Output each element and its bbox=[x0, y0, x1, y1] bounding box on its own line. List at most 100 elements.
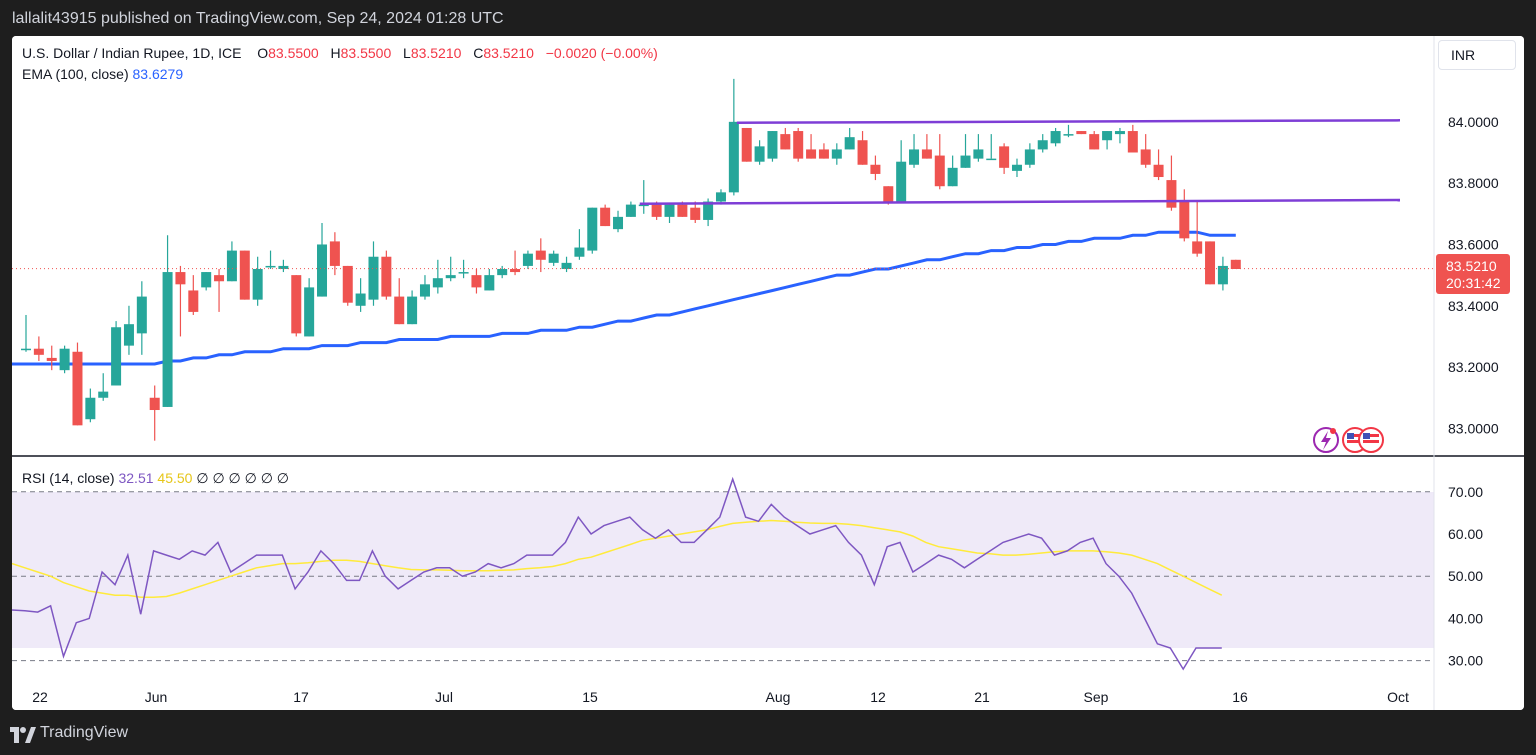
candle-body bbox=[497, 268, 508, 276]
candle-body bbox=[754, 146, 765, 162]
candle-body bbox=[947, 167, 958, 187]
candle-body bbox=[1114, 131, 1125, 135]
candle-body bbox=[896, 161, 907, 202]
ema-legend[interactable]: EMA (100, close) 83.6279 bbox=[22, 66, 183, 82]
candle-body bbox=[715, 192, 726, 202]
candle-body bbox=[600, 207, 611, 227]
candle-body bbox=[613, 216, 624, 230]
candle bbox=[1050, 127, 1061, 147]
candle bbox=[638, 180, 649, 214]
last-price-badge bbox=[1436, 254, 1510, 294]
candle bbox=[21, 314, 31, 352]
time-axis-tick: Jul bbox=[435, 689, 453, 705]
candle-body bbox=[188, 290, 199, 312]
candle-body bbox=[664, 204, 675, 217]
open-label: O bbox=[257, 45, 269, 61]
candle-body bbox=[690, 207, 701, 220]
ema-label[interactable]: EMA (100, close) bbox=[22, 66, 129, 82]
candle-body bbox=[1127, 131, 1138, 153]
candle bbox=[394, 278, 405, 325]
candle-body bbox=[1205, 241, 1216, 285]
last-price-label: 83.5210 20:31:42 bbox=[1436, 254, 1510, 294]
candle bbox=[1205, 241, 1216, 285]
candle-body bbox=[1153, 164, 1164, 178]
rsi-label[interactable]: RSI (14, close) bbox=[22, 470, 115, 486]
candle bbox=[664, 204, 675, 224]
symbol-legend[interactable]: U.S. Dollar / Indian Rupee, 1D, ICE O83.… bbox=[22, 45, 658, 61]
candle bbox=[1153, 149, 1164, 181]
candle-body bbox=[471, 275, 482, 288]
candle bbox=[59, 345, 70, 374]
candle-body bbox=[175, 272, 186, 285]
candle bbox=[201, 272, 212, 291]
candle-body bbox=[767, 131, 778, 159]
candle-body bbox=[1192, 241, 1203, 254]
time-axis-tick: Sep bbox=[1084, 689, 1109, 705]
candle-body bbox=[46, 357, 57, 361]
candle bbox=[214, 268, 225, 312]
candle-body bbox=[252, 268, 263, 300]
channel-lower-line[interactable] bbox=[639, 198, 1401, 205]
rsi-axis-tick: 40.00 bbox=[1448, 610, 1483, 626]
candle-body bbox=[162, 272, 173, 407]
candle bbox=[625, 201, 636, 217]
candle-body bbox=[793, 131, 804, 159]
candle bbox=[728, 78, 739, 196]
candle-body bbox=[703, 201, 714, 220]
candle bbox=[1140, 134, 1151, 168]
candle bbox=[960, 134, 971, 168]
candle-body bbox=[510, 268, 521, 273]
candle bbox=[175, 265, 186, 337]
candle bbox=[690, 201, 701, 224]
candle-body bbox=[625, 204, 636, 217]
candle bbox=[921, 134, 932, 159]
candle-body bbox=[844, 137, 855, 150]
candle bbox=[1230, 259, 1241, 269]
rsi-axis-tick: 60.00 bbox=[1448, 526, 1483, 542]
candle-body bbox=[278, 265, 289, 269]
price-axis-tick: 83.2000 bbox=[1448, 359, 1499, 375]
candle bbox=[265, 250, 276, 269]
candle bbox=[896, 140, 907, 202]
candle bbox=[407, 290, 418, 325]
rsi-extra-values: ∅ ∅ ∅ ∅ ∅ ∅ bbox=[196, 470, 289, 486]
candle-body bbox=[638, 204, 649, 207]
candle bbox=[587, 207, 598, 254]
candle bbox=[123, 305, 134, 355]
candle-body bbox=[432, 278, 443, 288]
us-flag-stripe bbox=[1363, 434, 1379, 437]
candle-body bbox=[33, 348, 44, 355]
time-axis-tick: 15 bbox=[582, 689, 598, 705]
chart-canvas[interactable]: 84.0000 83.8000 83.6000 83.4000 83.2000 83.00… bbox=[12, 36, 1524, 710]
candle-body bbox=[741, 127, 752, 162]
candle bbox=[1063, 124, 1074, 138]
chart-panel[interactable]: 84.0000 83.8000 83.6000 83.4000 83.2000 83.00… bbox=[12, 36, 1524, 710]
candle bbox=[1011, 158, 1022, 178]
candle bbox=[1089, 131, 1100, 150]
candle bbox=[111, 321, 122, 386]
candle-body bbox=[111, 327, 122, 386]
event-icons[interactable] bbox=[1313, 427, 1384, 453]
channel-upper-line[interactable] bbox=[736, 119, 1401, 125]
candle bbox=[33, 336, 44, 361]
candle-body bbox=[677, 204, 688, 217]
time-axis-tick: Jun bbox=[145, 689, 168, 705]
candle-body bbox=[342, 265, 353, 303]
symbol-title[interactable]: U.S. Dollar / Indian Rupee, 1D, ICE bbox=[22, 45, 242, 61]
us-flag-stripe bbox=[1363, 440, 1379, 443]
candle bbox=[1037, 134, 1048, 153]
candle bbox=[548, 250, 559, 266]
rsi-legend[interactable]: RSI (14, close) 32.51 45.50 ∅ ∅ ∅ ∅ ∅ ∅ bbox=[22, 470, 289, 487]
candle bbox=[419, 275, 430, 300]
us-flag-canton bbox=[1347, 433, 1354, 439]
rsi-axis-tick: 30.00 bbox=[1448, 653, 1483, 669]
price-axis-tick: 83.6000 bbox=[1448, 236, 1499, 252]
candle-body bbox=[806, 149, 817, 159]
currency-button[interactable]: INR bbox=[1438, 40, 1516, 70]
candle-body bbox=[123, 324, 134, 346]
candle-body bbox=[561, 262, 572, 269]
price-axis-tick: 84.0000 bbox=[1448, 114, 1499, 130]
lightning-icon-glyph bbox=[1321, 431, 1331, 450]
candle bbox=[754, 140, 765, 165]
candle-body bbox=[59, 348, 70, 371]
